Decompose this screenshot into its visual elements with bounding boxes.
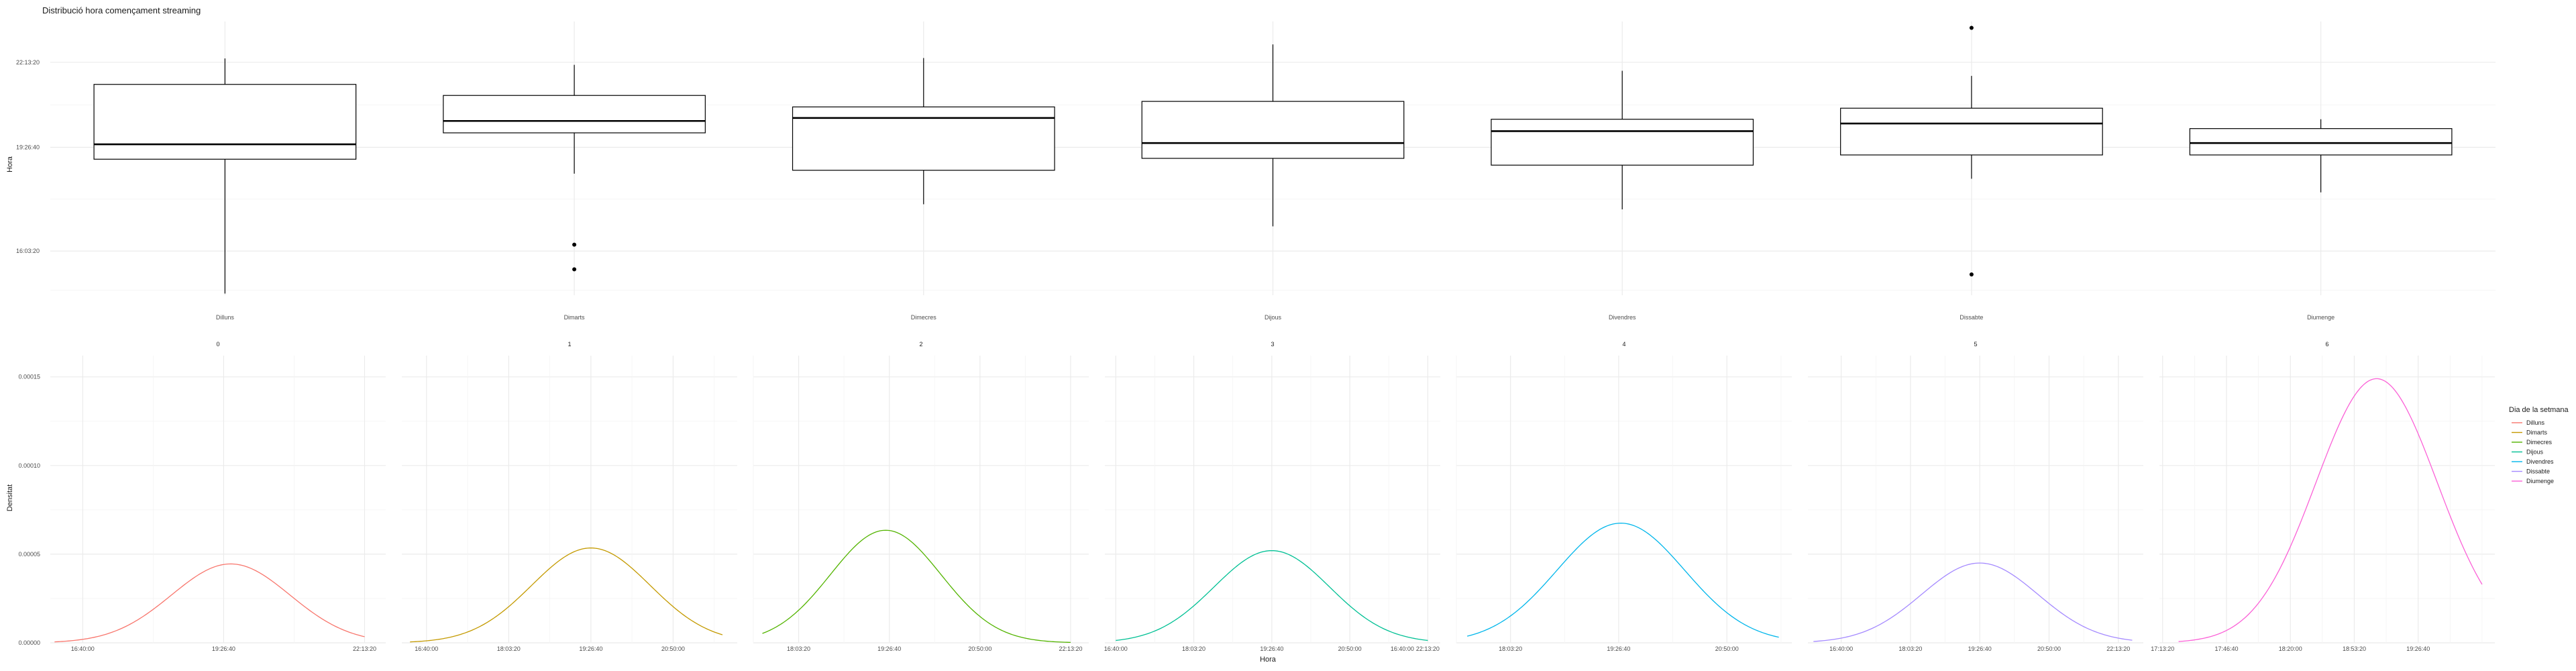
density-x-tick-label: 19:26:40 [877, 646, 901, 652]
box-x-tick-label: Diumenge [2307, 314, 2334, 321]
density-x-tick-label: 16:40:00 [1104, 646, 1128, 652]
density-curve-dimecres [762, 529, 1071, 643]
density-x-tick-label: 20:50:00 [661, 646, 685, 652]
density-curve-dissabte [1813, 562, 2133, 642]
density-y-tick-label: 0.00015 [18, 374, 40, 380]
legend-label: Dilluns [2526, 419, 2545, 426]
density-y-tick-label: 0.00005 [18, 551, 40, 558]
box-iqr-rect [2189, 128, 2453, 156]
box-x-tick-label: Divendres [1609, 314, 1636, 321]
density-x-tick-label: 18:03:20 [1499, 646, 1522, 652]
density-facet-strip-label: 2 [919, 341, 922, 348]
density-panel: 1 16:40:00 18:03:20 19:26:40 20:50:00 [402, 341, 737, 652]
legend: Dilluns Dimarts Dimecres Dijous Divendres Dis… [2512, 419, 2554, 484]
box-outlier-point [572, 242, 577, 247]
density-x-axis-label: Hora [1260, 656, 1277, 664]
density-y-tick-label: 0.00000 [18, 639, 40, 646]
legend-label: Dimarts [2526, 429, 2547, 436]
density-curve-diumenge [2178, 378, 2483, 642]
density-x-tick-label: 22:13:20 [1059, 646, 1082, 652]
density-panel: 0 16:40:00 19:26:40 22:13:20 [50, 341, 386, 652]
density-facet-strip-label: 1 [568, 341, 571, 348]
density-panel: 2 18:03:20 19:26:40 20:50:00 22:13:20 [753, 341, 1089, 652]
density-panel: 3 16:40:00 18:03:20 19:26:40 20:50:00 22:13:2… [1104, 341, 1440, 652]
density-panel: 5 16:40:00 18:03:20 19:26:40 20:50:00 22:13:2… [1808, 341, 2143, 652]
box-outlier-point [1969, 272, 1974, 276]
box-iqr-rect [792, 106, 1055, 171]
density-x-tick-label: 20:50:00 [1338, 646, 1362, 652]
density-curve-dimarts [410, 548, 723, 643]
box-y-tick-label: 19:26:40 [16, 144, 40, 151]
density-x-tick-label: 20:50:00 [1715, 646, 1739, 652]
density-x-tick-label: 19:26:40 [212, 646, 235, 652]
boxplot-panel: 16:03:20 19:26:40 22:13:20 Dilluns Dimarts Di… [16, 21, 2496, 321]
boxplot-y-axis-label: Hora [6, 156, 14, 172]
density-y-axis-label: Densitat [6, 484, 14, 511]
density-x-tick-label: 18:03:20 [497, 646, 521, 652]
box-y-tick-label: 16:03:20 [16, 248, 40, 254]
density-x-tick-label: 22:13:20 [2106, 646, 2130, 652]
legend-label: Dissabte [2526, 468, 2550, 475]
legend-label: Dijous [2526, 449, 2544, 456]
density-x-tick-label: 19:26:40 [2406, 646, 2430, 652]
density-x-tick-label: 18:20:00 [2279, 646, 2302, 652]
box-iqr-rect [1141, 101, 1405, 159]
density-x-tick-label: 16:40:00 [415, 646, 438, 652]
density-x-tick-label: 19:26:40 [1968, 646, 1992, 652]
density-x-tick-label: 18:53:20 [2343, 646, 2366, 652]
density-x-tick-label: 20:50:00 [968, 646, 991, 652]
density-x-tick-label: 16:40:00 [1391, 646, 1414, 652]
density-facet-strip-label: 3 [1271, 341, 1274, 348]
box-x-tick-label: Dissabte [1960, 314, 1983, 321]
box-x-tick-label: Dimarts [564, 314, 585, 321]
density-facet-strip-label: 0 [216, 341, 219, 348]
density-x-tick-label: 16:40:00 [1829, 646, 1853, 652]
box-iqr-rect [1491, 119, 1754, 166]
density-panels: 0.00000 0.00005 0.00010 0.00015 0 16:40:00 19:… [18, 341, 2495, 652]
box-x-tick-label: Dijous [1265, 314, 1282, 321]
density-x-tick-label: 19:26:40 [1607, 646, 1630, 652]
density-x-tick-label: 20:50:00 [2037, 646, 2061, 652]
density-x-tick-label: 19:26:40 [579, 646, 602, 652]
density-x-tick-label: 18:03:20 [1898, 646, 1922, 652]
density-y-tick-label: 0.00010 [18, 462, 40, 469]
density-panel: 6 17:13:20 17:46:40 18:20:00 18:53:20 19:26:4… [2151, 341, 2495, 652]
density-x-tick-label: 22:13:20 [1416, 646, 1440, 652]
box-iqr-rect [93, 84, 357, 160]
density-curve-divendres [1466, 523, 1779, 638]
box-x-tick-label: Dimecres [911, 314, 937, 321]
density-x-tick-label: 22:13:20 [353, 646, 376, 652]
density-curve-dijous [1116, 550, 1428, 641]
chart-title: Distribució hora començament streaming [42, 5, 201, 15]
density-x-tick-label: 18:03:20 [787, 646, 810, 652]
box-iqr-rect [1840, 107, 2103, 156]
density-x-tick-label: 18:03:20 [1182, 646, 1205, 652]
density-facet-strip-label: 4 [1622, 341, 1625, 348]
box-outlier-point [572, 267, 577, 272]
box-iqr-rect [443, 95, 706, 134]
density-facet-strip-label: 6 [2325, 341, 2328, 348]
density-curve-dilluns [54, 563, 365, 643]
legend-title: Dia de la setmana [2509, 406, 2569, 414]
density-x-tick-label: 16:40:00 [71, 646, 95, 652]
density-x-tick-label: 17:46:40 [2214, 646, 2238, 652]
density-panel: 4 16:40:00 18:03:20 19:26:40 20:50:00 [1391, 341, 1792, 652]
box-y-tick-label: 22:13:20 [16, 59, 40, 66]
legend-label: Diumenge [2526, 478, 2554, 484]
legend-label: Divendres [2526, 458, 2554, 465]
density-facet-strip-label: 5 [1974, 341, 1977, 348]
box-x-tick-label: Dilluns [216, 314, 235, 321]
legend-label: Dimecres [2526, 439, 2553, 446]
box-outlier-point [1969, 25, 1974, 30]
density-x-tick-label: 19:26:40 [1260, 646, 1283, 652]
density-x-tick-label: 17:13:20 [2151, 646, 2174, 652]
